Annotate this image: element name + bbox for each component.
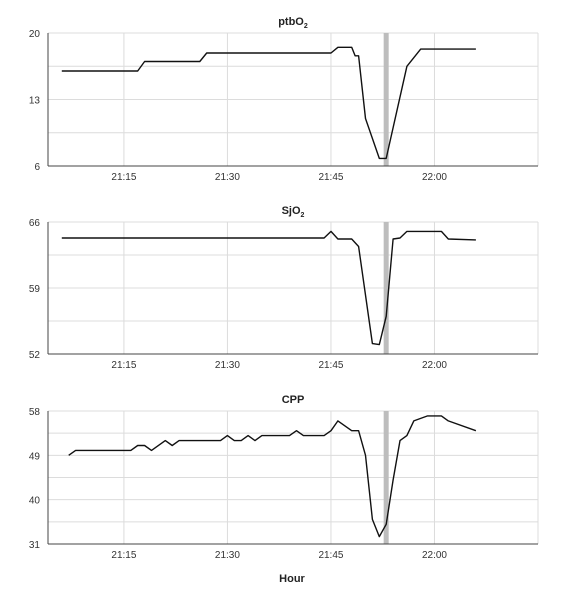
y-tick-label: 13 [29,96,41,107]
x-tick-label: 21:45 [318,360,343,371]
x-tick-label: 21:45 [318,172,343,183]
panel-sjo2: SjO2 52 59 66 21:15 21:30 21:45 22:00 [29,205,539,371]
y-tick-label: 20 [29,29,41,40]
y-tick-label: 49 [29,451,41,462]
panel-cpp: CPP 31 40 49 58 21:15 21:30 21:45 22:00 [29,394,539,561]
chart-title: SjO2 [282,205,305,219]
x-tick-label: 21:15 [111,172,136,183]
event-marker-band [383,222,389,354]
series-line [61,230,476,346]
chart-title: CPP [282,394,305,406]
event-marker-band [383,411,389,544]
x-tick-label: 22:00 [422,550,447,561]
panel-ptbo2: ptbO2 6 13 20 21:15 21:30 21:45 22:00 [29,16,539,183]
y-tick-label: 6 [34,162,40,173]
y-tick-label: 58 [29,407,41,418]
series-line [61,46,476,160]
y-tick-label: 59 [29,284,41,295]
y-tick-label: 40 [29,496,41,507]
x-tick-label: 21:30 [215,172,240,183]
chart-title: ptbO2 [278,16,308,30]
x-tick-label: 22:00 [422,360,447,371]
x-axis-label: Hour [279,573,305,585]
x-tick-label: 21:30 [215,550,240,561]
x-tick-label: 21:45 [318,550,343,561]
series-line [68,415,477,538]
x-tick-label: 21:15 [111,360,136,371]
y-tick-label: 66 [29,218,41,229]
y-tick-label: 31 [29,540,41,551]
x-tick-label: 21:30 [215,360,240,371]
x-tick-label: 21:15 [111,550,136,561]
y-tick-label: 52 [29,350,41,361]
x-tick-label: 22:00 [422,172,447,183]
event-marker-band [383,33,389,166]
